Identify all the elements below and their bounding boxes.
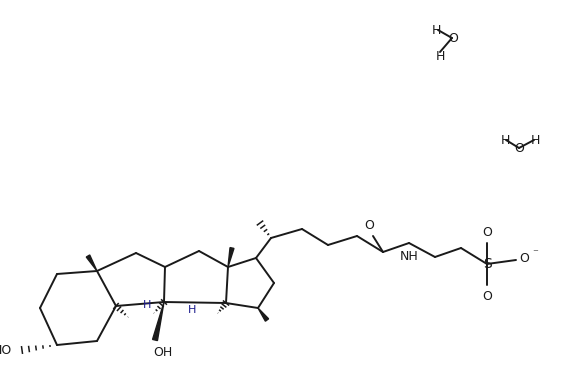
Text: O: O (364, 218, 374, 232)
Text: HO: HO (0, 343, 12, 356)
Text: H: H (530, 134, 540, 147)
Text: O: O (519, 252, 529, 265)
Text: H: H (431, 24, 441, 36)
Text: ⁻: ⁻ (532, 248, 538, 258)
Text: H: H (501, 134, 510, 147)
Text: H: H (435, 49, 445, 62)
Text: O: O (482, 290, 492, 303)
Text: H: H (143, 300, 151, 310)
Text: O: O (482, 225, 492, 238)
Polygon shape (228, 248, 234, 267)
Text: OH: OH (153, 345, 173, 359)
Text: NH: NH (400, 249, 418, 263)
Text: S: S (482, 257, 491, 271)
Text: O: O (514, 142, 524, 154)
Polygon shape (86, 255, 97, 271)
Text: O: O (448, 31, 458, 45)
Polygon shape (153, 302, 164, 341)
Text: H: H (188, 305, 196, 315)
Polygon shape (258, 308, 269, 321)
